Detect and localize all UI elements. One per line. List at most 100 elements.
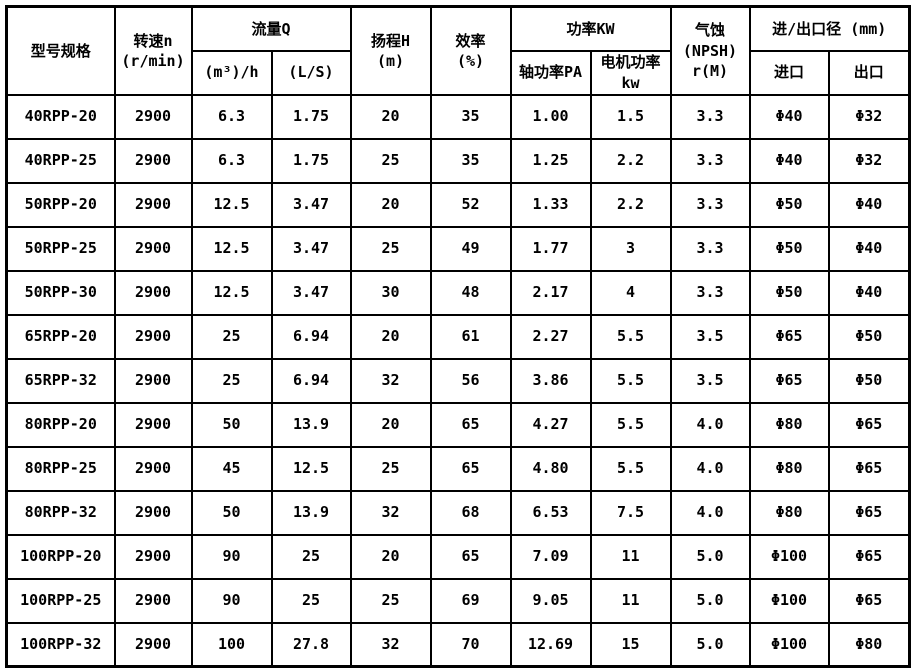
table-cell: 3.3 (669, 225, 751, 272)
table-cell: 6.94 (270, 313, 352, 360)
table-cell: 35 (429, 93, 512, 140)
table-cell: 69 (429, 577, 512, 624)
table-cell: 1.5 (589, 93, 672, 140)
table-cell: 12.5 (190, 181, 273, 228)
table-cell: 2900 (113, 489, 193, 536)
table-cell: 70 (429, 621, 512, 668)
table-cell: 13.9 (270, 489, 352, 536)
table-cell: 12.5 (270, 445, 352, 492)
table-cell: 20 (349, 533, 432, 580)
table-cell: 5.0 (669, 621, 751, 668)
table-cell: 2900 (113, 225, 193, 272)
table-cell: 45 (190, 445, 273, 492)
model-cell: 40RPP-25 (5, 137, 116, 184)
header-outlet: 出口 (827, 49, 911, 96)
model-cell: 50RPP-30 (5, 269, 116, 316)
table-row: 80RPP-25 2900 45 12.5 25 65 4.80 5.5 4.0 Φ80 Φ65 (5, 445, 911, 492)
table-cell: 3.3 (669, 137, 751, 184)
table-cell: 27.8 (270, 621, 352, 668)
table-cell: 5.5 (589, 401, 672, 448)
table-cell: 25 (270, 577, 352, 624)
table-cell: 20 (349, 181, 432, 228)
table-cell: Φ80 (748, 445, 830, 492)
table-cell: 11 (589, 577, 672, 624)
table-cell: 3.47 (270, 181, 352, 228)
table-cell: 30 (349, 269, 432, 316)
header-inlet: 进口 (748, 49, 830, 96)
table-cell: 6.3 (190, 93, 273, 140)
table-cell: 61 (429, 313, 512, 360)
table-cell: Φ50 (748, 181, 830, 228)
table-cell: 3.47 (270, 269, 352, 316)
table-cell: 12.5 (190, 269, 273, 316)
table-cell: 9.05 (509, 577, 592, 624)
table-cell: 7.09 (509, 533, 592, 580)
table-cell: 65 (429, 445, 512, 492)
model-cell: 40RPP-20 (5, 93, 116, 140)
table-cell: 2900 (113, 137, 193, 184)
table-cell: 1.33 (509, 181, 592, 228)
table-cell: 5.0 (669, 577, 751, 624)
table-cell: 25 (270, 533, 352, 580)
table-cell: Φ32 (827, 137, 911, 184)
table-cell: Φ50 (827, 357, 911, 404)
table-cell: Φ65 (827, 533, 911, 580)
table-cell: Φ40 (827, 181, 911, 228)
header-efficiency: 效率 (%) (429, 5, 512, 96)
table-row: 100RPP-20 2900 90 25 20 65 7.09 11 5.0 Φ100 Φ65 (5, 533, 911, 580)
header-ports-group: 进/出口径 (mm) (748, 5, 911, 52)
table-cell: 2900 (113, 401, 193, 448)
table-cell: Φ65 (827, 401, 911, 448)
model-cell: 80RPP-20 (5, 401, 116, 448)
table-row: 40RPP-25 2900 6.3 1.75 25 35 1.25 2.2 3.3 Φ40 Φ32 (5, 137, 911, 184)
table-cell: 20 (349, 93, 432, 140)
table-cell: 2900 (113, 533, 193, 580)
model-cell: 50RPP-20 (5, 181, 116, 228)
model-cell: 100RPP-32 (5, 621, 116, 668)
table-cell: 65 (429, 533, 512, 580)
model-cell: 50RPP-25 (5, 225, 116, 272)
table-row: 100RPP-25 2900 90 25 25 69 9.05 11 5.0 Φ100 Φ65 (5, 577, 911, 624)
table-cell: Φ100 (748, 577, 830, 624)
table-cell: Φ32 (827, 93, 911, 140)
table-row: 40RPP-20 2900 6.3 1.75 20 35 1.00 1.5 3.3 Φ40 Φ32 (5, 93, 911, 140)
table-cell: 1.75 (270, 93, 352, 140)
table-cell: 13.9 (270, 401, 352, 448)
table-cell: 2900 (113, 577, 193, 624)
table-header: 型号规格 转速n (r/min) 流量Q 扬程H (m) 效率 (%) 功率KW… (5, 5, 911, 96)
table-cell: 3.5 (669, 313, 751, 360)
table-cell: Φ65 (827, 489, 911, 536)
header-model: 型号规格 (5, 5, 116, 96)
pump-spec-table: 型号规格 转速n (r/min) 流量Q 扬程H (m) 效率 (%) 功率KW… (5, 5, 911, 668)
table-cell: 2.17 (509, 269, 592, 316)
table-cell: 32 (349, 621, 432, 668)
table-cell: Φ40 (748, 93, 830, 140)
table-cell: 25 (190, 313, 273, 360)
table-cell: 3 (589, 225, 672, 272)
table-cell: 32 (349, 357, 432, 404)
table-row: 50RPP-25 2900 12.5 3.47 25 49 1.77 3 3.3 Φ50 Φ40 (5, 225, 911, 272)
table-cell: 5.0 (669, 533, 751, 580)
table-cell: 3.5 (669, 357, 751, 404)
table-cell: Φ65 (827, 577, 911, 624)
table-cell: 68 (429, 489, 512, 536)
table-cell: 52 (429, 181, 512, 228)
table-cell: 3.86 (509, 357, 592, 404)
table-cell: 4.80 (509, 445, 592, 492)
table-cell: Φ80 (748, 401, 830, 448)
model-cell: 80RPP-32 (5, 489, 116, 536)
table-cell: 25 (349, 137, 432, 184)
table-cell: 2900 (113, 621, 193, 668)
table-cell: 25 (349, 445, 432, 492)
model-cell: 65RPP-32 (5, 357, 116, 404)
table-cell: 4.0 (669, 401, 751, 448)
table-cell: 2.27 (509, 313, 592, 360)
table-cell: 35 (429, 137, 512, 184)
header-npsh: 气蚀 (NPSH) r(M) (669, 5, 751, 96)
header-power-group: 功率KW (509, 5, 672, 52)
table-cell: 6.53 (509, 489, 592, 536)
table-cell: 6.3 (190, 137, 273, 184)
table-cell: 65 (429, 401, 512, 448)
header-speed: 转速n (r/min) (113, 5, 193, 96)
header-shaft-power: 轴功率PA (509, 49, 592, 96)
